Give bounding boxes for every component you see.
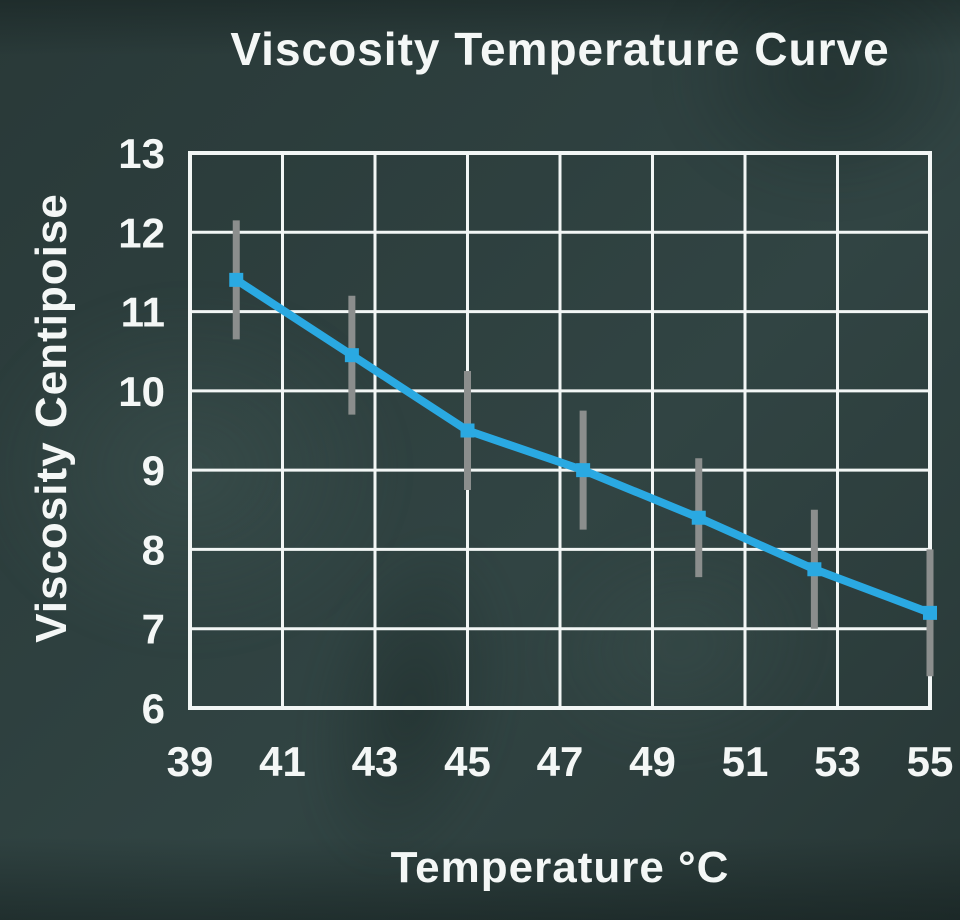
data-point-marker	[923, 605, 937, 620]
data-point-marker	[576, 463, 591, 478]
x-tick-label: 41	[259, 738, 306, 785]
x-tick-label: 39	[167, 738, 214, 785]
x-tick-label: 43	[352, 738, 399, 785]
y-tick-label: 6	[142, 685, 165, 732]
x-tick-label: 45	[444, 738, 491, 785]
y-tick-label: 10	[118, 368, 165, 415]
y-tick-label: 12	[118, 209, 165, 256]
data-point-marker	[691, 510, 706, 525]
plot-border	[188, 151, 932, 710]
data-point-marker	[460, 423, 475, 438]
x-tick-label: 47	[537, 738, 584, 785]
x-tick-label: 55	[907, 738, 954, 785]
x-axis-label: Temperature °C	[390, 843, 730, 892]
data-point-marker	[344, 348, 359, 363]
data-point-marker	[229, 272, 244, 287]
chart-title: Viscosity Temperature Curve	[230, 23, 890, 75]
x-tick-label: 51	[722, 738, 769, 785]
y-tick-label: 9	[142, 447, 165, 494]
y-tick-label: 13	[118, 130, 165, 177]
y-tick-label: 11	[121, 289, 165, 336]
data-point-marker	[807, 562, 822, 577]
y-tick-label: 7	[142, 606, 165, 653]
x-tick-label: 53	[814, 738, 861, 785]
y-tick-label: 8	[142, 526, 165, 573]
x-tick-label: 49	[629, 738, 676, 785]
